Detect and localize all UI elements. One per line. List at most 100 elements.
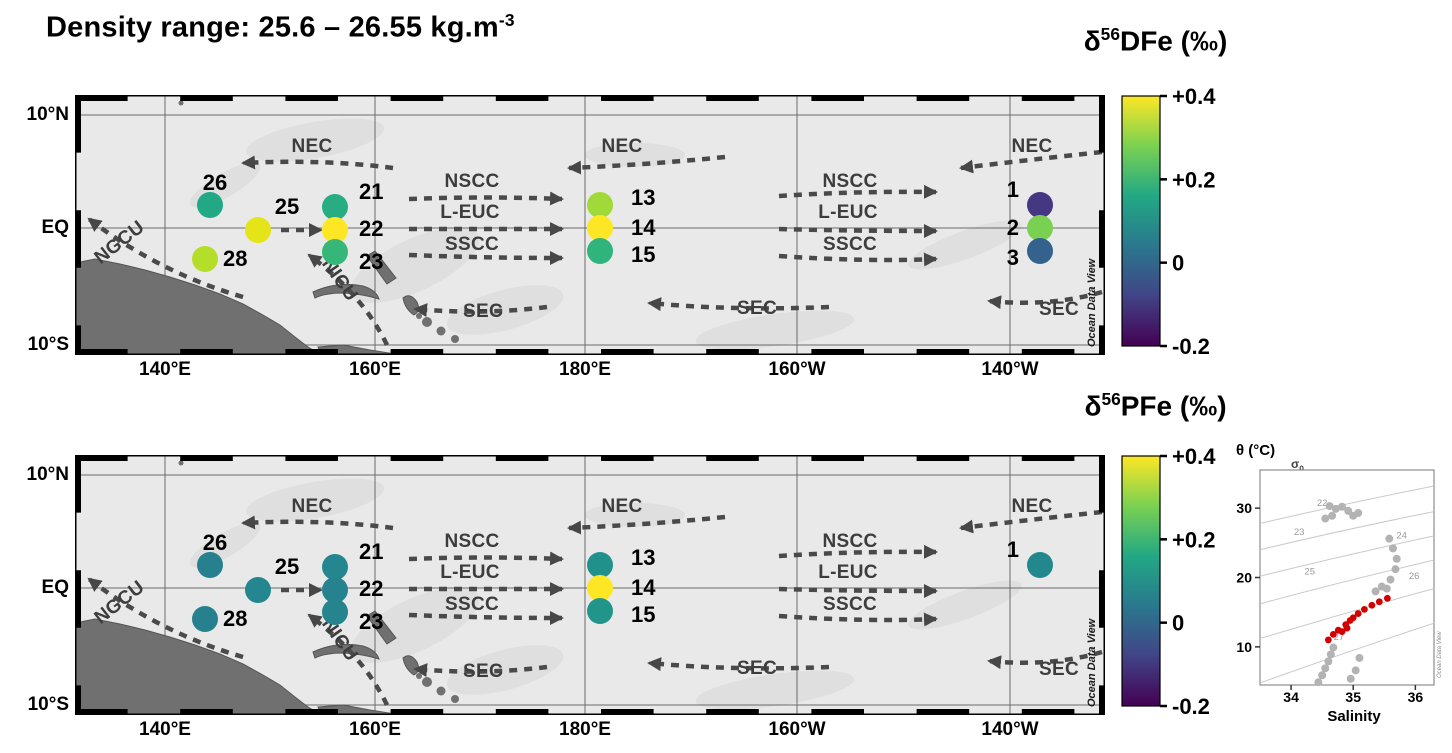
all-data-point [1318,671,1327,680]
current-label: SEC [1039,659,1079,680]
ts-iso: 27 [1334,632,1345,643]
current-arrow [413,663,548,678]
ts-plot-canvas: 22 23 24 25 26 27 34 35 36 10 20 30 Ocean Data View [1236,469,1443,705]
current-arrow [87,577,244,660]
lon-tick-label: 160°W [768,359,826,380]
current-arrow [778,223,938,238]
current-arrow [413,303,548,318]
lat-tick-label: 10°S [27,694,69,715]
all-data-point [1338,502,1347,511]
all-data-point [1377,582,1386,591]
ts-tick: 36 [1408,689,1424,705]
all-data-point [1392,554,1401,563]
current-label: L-EUC [818,202,878,223]
current-label: NEC [601,496,642,517]
lon-tick-label: 140°W [981,359,1039,380]
current-arrow [959,509,1103,534]
all-data-point [1388,544,1397,553]
current-label: NSCC [444,531,499,552]
station-label: 23 [359,249,383,274]
current-label: L-EUC [818,562,878,583]
ts-tick: 34 [1283,689,1299,705]
ts-tick: 10 [1236,639,1252,655]
station-1-marker [1027,552,1053,578]
station-label: 22 [359,216,383,241]
station-label: 14 [631,215,656,240]
station-23-marker [322,239,348,265]
lon-tick-label: 160°E [349,359,401,380]
landmass [366,610,397,645]
current-label: SEC [737,298,777,319]
current-arrow [778,184,938,199]
dfe-colorbar-title: δ56DFe (‰) [1083,24,1228,57]
pfe-colorbar-title: δ56PFe (‰) [1084,389,1227,422]
station-15-marker [587,238,613,264]
lon-tick-label: 180°E [559,719,611,740]
density-range-selection-point [1343,624,1351,632]
isopycnal-line [1260,485,1434,524]
all-data-point [1351,666,1360,675]
current-label: NEC [1011,136,1052,157]
landmass [312,644,380,660]
current-arrow [408,250,564,265]
density-range-selection-point [1324,636,1332,644]
isopycnal-line [1260,588,1434,640]
pfe-map: 10°N EQ 10°S 140°E 160°E 180°E 160°W 140°W NEC NE… [7,447,1142,753]
current-arrow [567,514,726,535]
station-22-marker [322,577,348,603]
current-label: SSCC [823,594,877,615]
ts-x-axis-label: Salinity [1327,708,1381,725]
station-3-marker [1027,238,1053,264]
station-label: 28 [223,606,247,631]
current-arrow [778,583,938,598]
current-label: NSCC [822,171,877,192]
station-label: 21 [359,179,383,204]
density-range-selection-point [1349,614,1357,622]
lat-tick-label: EQ [41,577,69,598]
lat-tick-label: 10°N [26,464,69,485]
ts-diagram: θ (°C) σ0 22 23 24 25 26 27 34 35 36 10 20 30 Ocean … [1234,440,1452,745]
lon-tick-label: 180°E [559,359,611,380]
cb-tick: 0 [1172,251,1184,276]
station-14-marker [587,575,613,601]
current-label: SEC [1039,299,1079,320]
station-label: 2 [1007,215,1019,240]
watermark: Ocean Data View [1086,617,1098,707]
density-range-selection-point [1375,598,1383,606]
ts-sigma-label: σ0 [1291,457,1304,474]
station-13-marker [587,552,613,578]
density-range-selection-point [1383,594,1391,602]
cb-tick: -0.2 [1172,694,1210,719]
station-26-marker [197,552,223,578]
isopycnal-line [1260,511,1434,551]
all-data-point [1321,514,1330,523]
station-label: 26 [203,170,227,195]
current-arrow [567,154,726,175]
lon-tick-label: 140°E [139,719,191,740]
cb-tick: +0.4 [1172,448,1216,469]
station-13-marker [587,192,613,218]
station-label: 13 [631,545,655,570]
current-arrow [307,613,390,706]
all-data-point [1346,674,1355,683]
station-label: 13 [631,185,655,210]
all-data-point [1326,650,1335,659]
density-range-selection-point [1354,610,1362,617]
island [451,695,459,703]
station-label: 14 [631,575,656,600]
island [178,460,184,466]
pfe-colorbar: +0.4 +0.2 0 -0.2 [1118,444,1248,728]
station-22-marker [322,217,348,243]
ts-tick: 20 [1236,570,1252,586]
all-data-point [1371,587,1380,596]
lat-tick-label: EQ [41,217,69,238]
dfe-colorbar: +0.4 +0.2 0 -0.2 [1118,84,1248,368]
station-25-marker [245,577,271,603]
ts-tick: 35 [1345,689,1361,705]
all-data-point [1386,575,1395,584]
all-data-point [1314,678,1323,687]
current-arrow [647,657,830,672]
landmass [312,284,380,300]
station-26-marker [197,192,223,218]
